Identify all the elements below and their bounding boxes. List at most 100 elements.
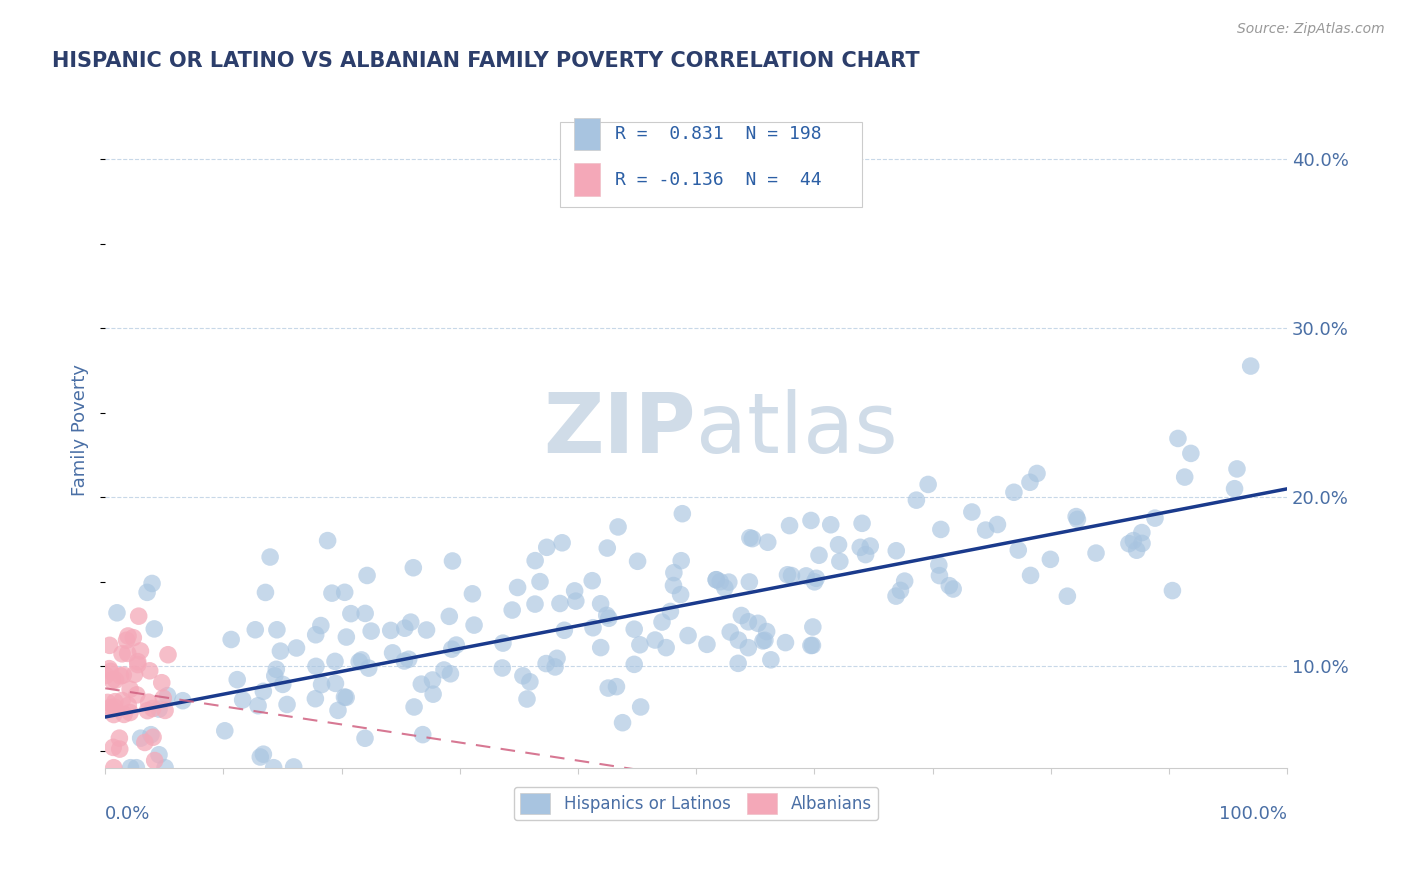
Point <box>776 567 799 582</box>
Point <box>415 623 437 637</box>
Point <box>463 618 485 632</box>
Point <box>512 669 534 683</box>
Point <box>803 574 825 589</box>
Point <box>411 677 433 691</box>
Point <box>506 581 529 595</box>
Point <box>808 548 831 562</box>
Point <box>124 667 146 681</box>
Point <box>806 571 828 585</box>
Point <box>628 638 651 652</box>
Point <box>754 633 776 648</box>
Point <box>305 628 328 642</box>
Point <box>738 574 761 589</box>
Point <box>551 535 574 549</box>
Point <box>271 677 294 691</box>
Point <box>117 698 139 713</box>
Point <box>644 633 666 648</box>
Point <box>309 618 332 632</box>
Point <box>727 633 749 648</box>
Point <box>335 630 357 644</box>
Point <box>402 560 425 574</box>
Point <box>172 694 194 708</box>
Point <box>1122 533 1144 548</box>
Point <box>103 740 125 755</box>
Point <box>103 700 125 714</box>
Point <box>321 586 343 600</box>
Point <box>136 585 159 599</box>
Point <box>157 648 180 662</box>
Point <box>266 623 288 637</box>
Point <box>747 616 769 631</box>
Point <box>553 624 575 638</box>
Text: Source: ZipAtlas.com: Source: ZipAtlas.com <box>1237 22 1385 37</box>
Point <box>612 715 634 730</box>
Point <box>929 523 952 537</box>
Point <box>304 691 326 706</box>
Point <box>1066 512 1088 526</box>
Point <box>103 761 125 775</box>
Point <box>607 520 630 534</box>
Point <box>546 651 568 665</box>
Point <box>623 657 645 672</box>
Point <box>439 666 461 681</box>
Point <box>1180 446 1202 460</box>
Point <box>717 575 740 590</box>
Point <box>118 706 141 720</box>
Point <box>138 695 160 709</box>
Point <box>942 582 965 596</box>
Point <box>704 573 727 587</box>
Point <box>598 681 620 695</box>
Point <box>357 661 380 675</box>
Text: 0.0%: 0.0% <box>105 805 150 823</box>
Point <box>801 638 824 652</box>
Point <box>581 574 603 588</box>
Point <box>1118 536 1140 550</box>
Point <box>152 691 174 706</box>
Point <box>1167 432 1189 446</box>
Point <box>440 642 463 657</box>
Point <box>779 518 801 533</box>
Point <box>100 700 122 714</box>
Point <box>141 576 163 591</box>
Point <box>252 684 274 698</box>
Point <box>828 554 851 568</box>
Point <box>398 652 420 666</box>
Text: HISPANIC OR LATINO VS ALBANIAN FAMILY POVERTY CORRELATION CHART: HISPANIC OR LATINO VS ALBANIAN FAMILY PO… <box>52 51 920 70</box>
Point <box>247 698 270 713</box>
Point <box>1007 543 1029 558</box>
Y-axis label: Family Poverty: Family Poverty <box>72 364 89 496</box>
Point <box>138 664 160 678</box>
Point <box>889 583 911 598</box>
Point <box>283 760 305 774</box>
Point <box>752 634 775 648</box>
Point <box>524 597 547 611</box>
Point <box>974 523 997 537</box>
Point <box>659 604 682 618</box>
Point <box>108 742 131 756</box>
Point <box>323 654 346 668</box>
FancyBboxPatch shape <box>560 122 862 207</box>
Point <box>662 566 685 580</box>
Point <box>1039 552 1062 566</box>
Text: 100.0%: 100.0% <box>1219 805 1286 823</box>
Point <box>582 621 605 635</box>
Point <box>1223 482 1246 496</box>
Point <box>252 747 274 761</box>
Point <box>333 690 356 704</box>
Text: ZIP: ZIP <box>544 389 696 470</box>
Point <box>905 493 928 508</box>
Point <box>142 730 165 744</box>
Point <box>780 568 803 582</box>
Point <box>662 578 685 592</box>
Point <box>263 669 285 683</box>
Point <box>266 662 288 676</box>
Point <box>380 624 402 638</box>
Point <box>439 609 461 624</box>
Point <box>516 692 538 706</box>
Point <box>100 665 122 679</box>
Point <box>356 568 378 582</box>
Point <box>108 731 131 746</box>
Point <box>1161 583 1184 598</box>
Point <box>127 657 149 672</box>
Point <box>120 682 142 697</box>
